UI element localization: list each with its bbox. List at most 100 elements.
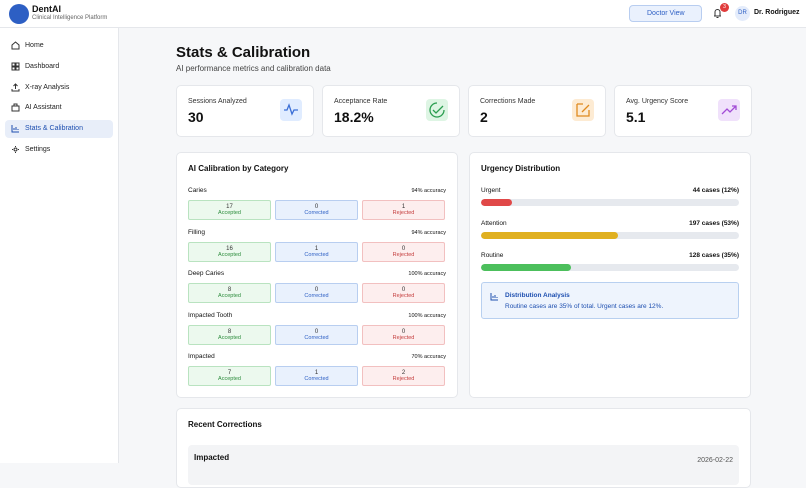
nav-item[interactable]: Settings: [5, 141, 113, 159]
accepted-label: Accepted: [218, 376, 241, 383]
view-switcher[interactable]: Doctor View: [629, 5, 702, 22]
page-title: Stats & Calibration: [176, 44, 311, 61]
nav-icon: [11, 103, 20, 112]
accepted-count: 8: [227, 328, 232, 335]
accepted-box: 8 Accepted: [188, 324, 271, 345]
rejected-label: Rejected: [392, 251, 415, 258]
rejected-box: 0 Rejected: [362, 283, 445, 304]
urgency-name: Urgent: [481, 187, 501, 194]
accepted-label: Accepted: [218, 334, 241, 341]
notification-badge: 3: [720, 3, 729, 12]
accepted-box: 8 Accepted: [188, 283, 271, 304]
nav-icon: [11, 62, 20, 71]
card-title: Recent Corrections: [188, 420, 262, 429]
corrected-box: 0 Corrected: [275, 324, 358, 345]
corrected-count: 0: [314, 328, 319, 335]
correction-name: Impacted: [194, 453, 230, 462]
corrected-count: 0: [314, 287, 319, 294]
nav-item[interactable]: AI Assistant: [5, 99, 113, 117]
stat-icon: [280, 99, 302, 121]
nav-icon: [12, 146, 19, 153]
urgency-label: 128 cases (35%): [689, 252, 739, 259]
bar-track: [481, 231, 739, 239]
app-tagline: Clinical Intelligence Platform: [32, 15, 108, 21]
category-name: Filling: [188, 228, 205, 236]
rejected-count: 0: [401, 245, 406, 252]
topbar: DentAI Clinical Intelligence Platform Do…: [0, 0, 806, 28]
analysis-text: Routine cases are 35% of total. Urgent c…: [505, 303, 664, 310]
rejected-box: 2 Rejected: [362, 366, 445, 387]
stat-label: Avg. Urgency Score: [626, 98, 689, 105]
user-name[interactable]: Dr. Rodriguez: [754, 9, 800, 16]
app-name: DentAI: [32, 4, 61, 14]
accepted-label: Accepted: [218, 293, 241, 300]
rejected-label: Rejected: [392, 376, 415, 383]
nav-icon: [11, 125, 19, 133]
rejected-box: 0 Rejected: [362, 324, 445, 345]
bar-track: [481, 264, 739, 271]
corrected-count: 1: [314, 370, 319, 377]
card-title: AI Calibration by Category: [188, 164, 289, 173]
rejected-box: 0 Rejected: [362, 241, 445, 262]
stat-value: 18.2%: [334, 109, 374, 125]
accepted-box: 7 Accepted: [188, 366, 271, 387]
nav-label: X-ray Analysis: [25, 83, 70, 91]
correction-item[interactable]: Impacted 2026-02-22: [188, 445, 739, 485]
bar-fill: [481, 199, 512, 206]
stat-icon: [572, 99, 594, 121]
nav-item[interactable]: X-ray Analysis: [5, 79, 113, 97]
bar-fill: [481, 264, 572, 271]
rejected-label: Rejected: [392, 293, 415, 300]
stat-icon: [718, 99, 740, 121]
corrected-label: Corrected: [304, 376, 329, 383]
corrected-label: Corrected: [304, 251, 329, 258]
rejected-label: Rejected: [392, 210, 415, 216]
rejected-label: Rejected: [392, 334, 415, 341]
accepted-count: 17: [226, 204, 233, 210]
logo[interactable]: [9, 4, 29, 24]
corrected-label: Corrected: [304, 334, 329, 341]
nav-label: AI Assistant: [25, 104, 62, 112]
icon: [576, 103, 590, 117]
corrected-count: 0: [314, 204, 319, 210]
accepted-count: 16: [226, 245, 233, 252]
calibration-card: AI Calibration by Category Caries 94% acc…: [176, 152, 458, 398]
rejected-box: 1 Rejected: [362, 200, 445, 220]
stat-value: 5.1: [626, 109, 646, 125]
urgency-label: 197 cases (53%): [689, 219, 739, 227]
category-accuracy: 100% accuracy: [408, 271, 446, 278]
icon: [721, 105, 737, 115]
bell-icon[interactable]: [713, 8, 722, 18]
sidebar: Home Dashboard X-ray Analysis AI Assistant S…: [0, 28, 119, 463]
icon: [284, 103, 298, 116]
chart-icon: [490, 293, 498, 301]
corrections-card: Recent Corrections Impacted 2026-02-22: [176, 408, 751, 488]
category-name: Deep Caries: [188, 270, 225, 278]
rejected-count: 0: [401, 287, 406, 294]
nav-label: Dashboard: [25, 62, 60, 70]
stat-card: Acceptance Rate 18.2%: [322, 85, 460, 137]
accepted-box: 17 Accepted: [188, 200, 271, 220]
accepted-count: 7: [227, 370, 232, 377]
nav-icon: [11, 82, 20, 92]
stat-label: Acceptance Rate: [334, 98, 388, 105]
nav-item[interactable]: Dashboard: [5, 58, 113, 76]
category-accuracy: 94% accuracy: [411, 229, 446, 236]
nav-item[interactable]: Stats & Calibration: [5, 120, 113, 139]
stat-label: Sessions Analyzed: [188, 98, 247, 105]
nav-label: Stats & Calibration: [25, 125, 83, 133]
icon: [429, 102, 445, 118]
analysis-title: Distribution Analysis: [505, 292, 570, 299]
stat-card: Corrections Made 2: [468, 85, 606, 137]
nav-item[interactable]: Home: [5, 37, 113, 55]
rejected-count: 2: [401, 370, 406, 377]
nav-label: Settings: [25, 146, 51, 153]
corrected-box: 0 Corrected: [275, 283, 358, 304]
accepted-count: 8: [227, 287, 232, 294]
category-accuracy: 100% accuracy: [408, 312, 446, 319]
accepted-label: Accepted: [218, 251, 241, 258]
card-title: Urgency Distribution: [481, 164, 561, 173]
urgency-card: Urgency Distribution Distribution Analys…: [469, 152, 751, 398]
avatar[interactable]: DR: [735, 6, 750, 21]
